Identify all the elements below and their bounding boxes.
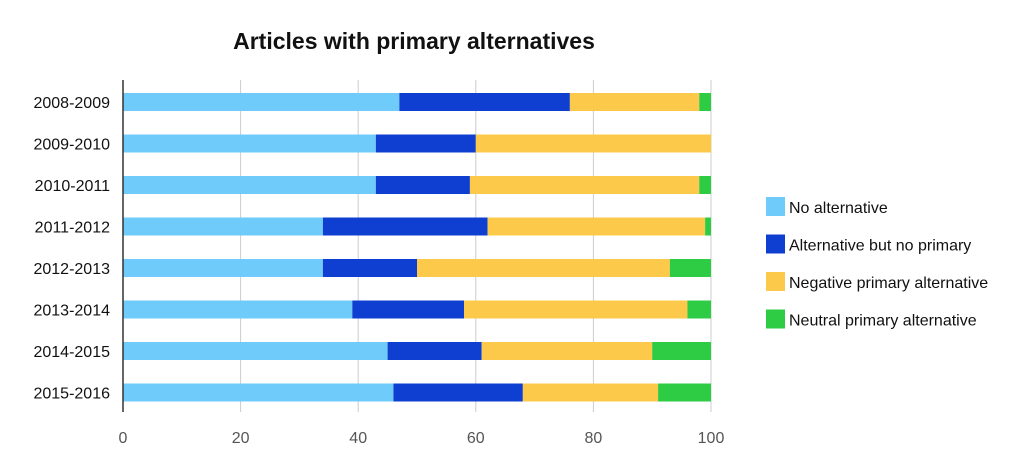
chart-title: Articles with primary alternatives — [233, 28, 595, 54]
bars — [123, 93, 711, 402]
bar-segment — [469, 176, 700, 194]
category-label: 2008-2009 — [33, 95, 110, 112]
gridlines — [240, 80, 712, 412]
legend-swatch — [766, 272, 785, 291]
x-tick-label: 80 — [585, 430, 603, 447]
bar-segment — [417, 259, 670, 277]
bar-segment — [699, 176, 711, 194]
bar-segment — [699, 93, 711, 111]
bar-segment — [522, 383, 659, 402]
bar-segment — [322, 259, 417, 277]
category-label: 2011-2012 — [35, 220, 110, 237]
bar-segment — [687, 300, 711, 319]
x-tick-label: 40 — [349, 430, 367, 447]
legend: No alternative Alternative but no primary… — [766, 197, 988, 330]
x-tick-label: 60 — [467, 430, 485, 447]
bar-segment — [123, 93, 400, 111]
x-tick-label: 100 — [698, 430, 725, 447]
bar-segment — [375, 176, 470, 194]
bar-segment — [123, 383, 394, 402]
bar-segment — [123, 342, 388, 360]
bar-segment — [481, 342, 653, 360]
bar-segment — [669, 259, 711, 277]
category-label: 2009-2010 — [33, 137, 110, 154]
category-label: 2014-2015 — [33, 344, 110, 361]
bar-segment — [652, 342, 711, 360]
bar-segment — [123, 300, 353, 319]
category-label: 2015-2016 — [33, 386, 110, 403]
legend-swatch — [766, 197, 785, 216]
bar-segment — [123, 134, 376, 153]
bar-segment — [123, 176, 376, 194]
legend-label: Neutral primary alternative — [789, 313, 977, 330]
bar-segment — [352, 300, 465, 319]
category-label: 2012-2013 — [33, 261, 110, 278]
bar-segment — [487, 217, 706, 236]
bar-segment — [123, 259, 323, 277]
x-tick-label: 20 — [232, 430, 250, 447]
bar-segment — [123, 217, 323, 236]
bar-segment — [464, 300, 688, 319]
legend-label: No alternative — [789, 200, 888, 217]
legend-swatch — [766, 309, 785, 329]
legend-swatch — [766, 234, 785, 254]
bar-segment — [658, 383, 711, 402]
bar-segment — [393, 383, 523, 402]
bar-segment — [387, 342, 482, 360]
category-label: 2010-2011 — [35, 178, 110, 195]
category-labels: 2008-2009 2009-2010 2010-2011 2011-2012 2012… — [33, 95, 110, 403]
bar-segment — [399, 93, 570, 111]
category-label: 2013-2014 — [33, 303, 110, 320]
x-tick-label: 0 — [119, 430, 128, 447]
bar-segment — [705, 217, 711, 236]
bar-segment — [322, 217, 488, 236]
x-axis-ticks: 0 20 40 60 80 100 — [119, 430, 725, 447]
bar-segment — [475, 134, 711, 153]
bar-segment — [375, 134, 476, 153]
legend-label: Negative primary alternative — [789, 275, 988, 292]
bar-segment — [569, 93, 700, 111]
legend-label: Alternative but no primary — [789, 238, 971, 255]
